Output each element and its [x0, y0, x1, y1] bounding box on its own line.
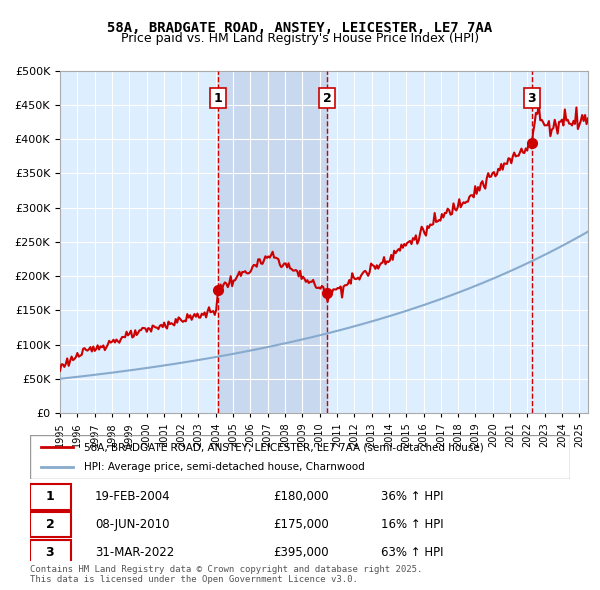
- Text: 2: 2: [46, 518, 55, 531]
- Text: 08-JUN-2010: 08-JUN-2010: [95, 518, 169, 531]
- Text: £395,000: £395,000: [273, 546, 329, 559]
- Bar: [218, 71, 327, 413]
- Text: 1: 1: [214, 91, 222, 104]
- FancyBboxPatch shape: [30, 484, 71, 510]
- Text: 36% ↑ HPI: 36% ↑ HPI: [381, 490, 443, 503]
- Text: £180,000: £180,000: [273, 490, 329, 503]
- Text: HPI: Average price, semi-detached house, Charnwood: HPI: Average price, semi-detached house,…: [84, 462, 365, 471]
- Text: 3: 3: [46, 546, 54, 559]
- Text: 19-FEB-2004: 19-FEB-2004: [95, 490, 170, 503]
- Text: 16% ↑ HPI: 16% ↑ HPI: [381, 518, 443, 531]
- FancyBboxPatch shape: [30, 512, 71, 537]
- Text: 2: 2: [323, 91, 332, 104]
- FancyBboxPatch shape: [30, 540, 71, 565]
- Text: 58A, BRADGATE ROAD, ANSTEY, LEICESTER, LE7 7AA (semi-detached house): 58A, BRADGATE ROAD, ANSTEY, LEICESTER, L…: [84, 442, 484, 452]
- Text: 31-MAR-2022: 31-MAR-2022: [95, 546, 174, 559]
- Text: 58A, BRADGATE ROAD, ANSTEY, LEICESTER, LE7 7AA: 58A, BRADGATE ROAD, ANSTEY, LEICESTER, L…: [107, 21, 493, 35]
- Text: 63% ↑ HPI: 63% ↑ HPI: [381, 546, 443, 559]
- Text: 1: 1: [46, 490, 55, 503]
- Text: Contains HM Land Registry data © Crown copyright and database right 2025.
This d: Contains HM Land Registry data © Crown c…: [30, 565, 422, 584]
- Text: Price paid vs. HM Land Registry's House Price Index (HPI): Price paid vs. HM Land Registry's House …: [121, 32, 479, 45]
- Text: 3: 3: [527, 91, 536, 104]
- Text: £175,000: £175,000: [273, 518, 329, 531]
